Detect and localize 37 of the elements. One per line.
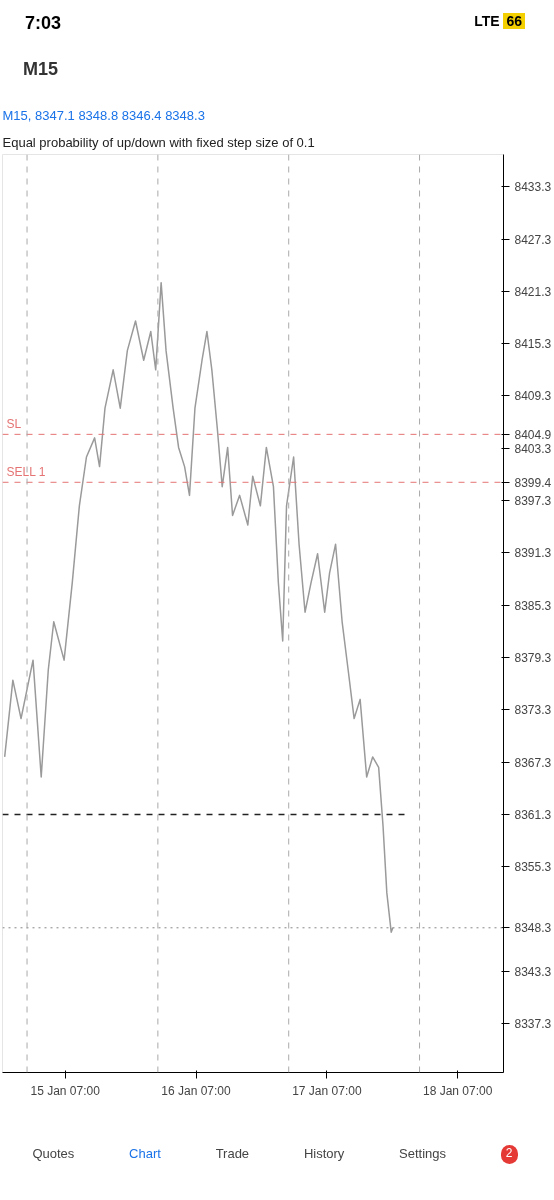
text: Quotes <box>32 1145 75 1163</box>
y-tick-label: 8337.3 <box>514 1017 552 1032</box>
text: History <box>303 1145 345 1163</box>
x-tick-label: 18 Jan 07:00 <box>423 1083 493 1098</box>
text: 66 <box>503 13 525 29</box>
y-tick-label: 8355.3 <box>514 860 552 875</box>
y-tick-label: 8397.3 <box>514 494 552 509</box>
chart-title: M15, 8347.1 8348.8 8346.4 8348.3 <box>2 107 205 123</box>
y-tick-label: 8433.3 <box>514 180 552 195</box>
text: M15 <box>22 57 59 81</box>
text: 7:03 <box>25 12 62 35</box>
text: 2 <box>500 1145 518 1164</box>
ref-line-label: SL <box>6 417 22 432</box>
y-tick-label: 8403.3 <box>514 441 552 456</box>
text: Trade <box>215 1145 250 1163</box>
y-tick-label: 8343.3 <box>514 964 552 979</box>
y-tick-label: 8391.3 <box>514 546 552 561</box>
y-tick-label: 8427.3 <box>514 232 552 247</box>
chart-subtitle: Equal probability of up/down with fixed step size of 0.1 <box>2 134 315 150</box>
x-tick-label: 16 Jan 07:00 <box>161 1083 232 1098</box>
y-tick-label: 8404.9 <box>514 427 552 442</box>
y-tick-label: 8399.4 <box>514 475 552 490</box>
y-tick-label: 8415.3 <box>514 337 552 352</box>
text: LTE <box>474 13 500 29</box>
y-tick-label: 8367.3 <box>514 755 552 770</box>
ref-line-label: SELL 1 <box>6 465 46 480</box>
text: Settings <box>399 1145 447 1163</box>
y-tick-label: 8348.3 <box>514 921 552 936</box>
y-tick-label: 8409.3 <box>514 389 552 404</box>
y-tick-label: 8379.3 <box>514 651 552 666</box>
x-tick-label: 17 Jan 07:00 <box>292 1083 362 1098</box>
y-tick-label: 8421.3 <box>514 284 552 299</box>
x-tick-label: 15 Jan 07:00 <box>30 1083 101 1098</box>
y-tick-label: 8361.3 <box>514 807 552 822</box>
text: Chart <box>129 1145 161 1163</box>
y-tick-label: 8373.3 <box>514 703 552 718</box>
y-tick-label: 8385.3 <box>514 598 552 613</box>
